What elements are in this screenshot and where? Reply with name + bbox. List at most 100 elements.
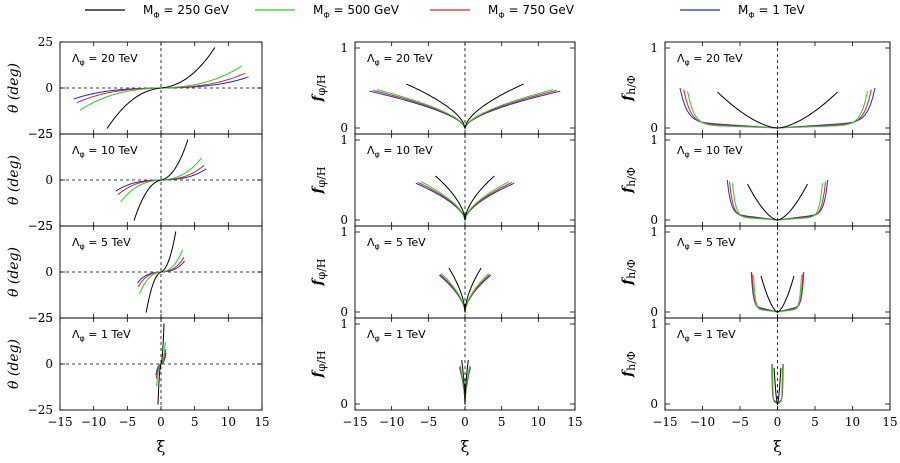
panel: 1 0 Λφ = 5 TeV <box>650 225 891 319</box>
x-axis-label: ξ <box>461 437 470 456</box>
y-tick-label: −25 <box>28 311 53 325</box>
panel: 1 0 Λφ = 20 TeV <box>340 41 576 135</box>
panel: 1 0 Λφ = 5 TeV <box>340 225 576 319</box>
x-tick-label: −5 <box>419 415 437 429</box>
y-tick-label: 1 <box>340 225 348 239</box>
y-axis-label: fφ/H <box>310 350 328 378</box>
series-line <box>760 275 795 313</box>
series-line <box>406 83 524 130</box>
series-line <box>747 183 808 221</box>
x-axis-label: ξ <box>157 437 166 456</box>
y-tick-label: −25 <box>28 219 53 233</box>
y-tick-label: 0 <box>650 121 658 135</box>
y-axis-label: θ (deg) <box>6 63 22 113</box>
y-tick-label: 25 <box>38 35 53 49</box>
y-axis-label: fh/Φ <box>620 259 638 286</box>
series-line <box>461 359 469 405</box>
x-tick-label: −15 <box>342 415 367 429</box>
x-tick-label: −15 <box>47 415 72 429</box>
y-tick-label: 25 <box>38 311 53 325</box>
y-axis-label: fφ/H <box>310 258 328 286</box>
column-theta: θ (deg) θ (deg) θ (deg) θ (deg) 25 0 −25 Λφ = 2… <box>6 35 270 456</box>
series-line <box>145 231 177 313</box>
series-line <box>133 139 189 221</box>
y-tick-label: 25 <box>38 219 53 233</box>
y-tick-label: 0 <box>650 397 658 411</box>
x-tick-label: 5 <box>811 415 819 429</box>
y-tick-label: 0 <box>340 213 348 227</box>
x-tick-label: 10 <box>845 415 860 429</box>
panel: 25 0 −25 Λφ = 20 TeV <box>28 35 263 141</box>
x-tick-label: 15 <box>254 415 269 429</box>
panel: 25 0 −25 Λφ = 10 TeV <box>28 127 263 233</box>
x-tick-label: 5 <box>498 415 506 429</box>
y-tick-label: 25 <box>38 127 53 141</box>
panel: 1 0 Λφ = 1 TeV <box>650 317 891 411</box>
legend-entry: MΦ = 250 GeV <box>85 3 230 20</box>
series-line <box>435 175 495 221</box>
x-tick-label: 0 <box>774 415 782 429</box>
lambda-label: Λφ = 10 TeV <box>72 144 138 159</box>
panel: 25 0 −25 Λφ = 5 TeV <box>28 219 263 325</box>
x-tick-label: 10 <box>531 415 546 429</box>
y-tick-label: 0 <box>650 213 658 227</box>
y-tick-label: 1 <box>340 133 348 147</box>
x-tick-label: 5 <box>191 415 199 429</box>
lambda-label: Λφ = 5 TeV <box>677 236 736 251</box>
y-tick-label: 0 <box>45 357 53 371</box>
lambda-label: Λφ = 20 TeV <box>367 52 433 67</box>
y-tick-label: 1 <box>650 225 658 239</box>
legend-entry: MΦ = 750 GeV <box>430 3 575 20</box>
y-tick-label: 1 <box>340 317 348 331</box>
lambda-label: Λφ = 10 TeV <box>367 144 433 159</box>
y-tick-label: 0 <box>650 305 658 319</box>
y-tick-label: 1 <box>340 41 348 55</box>
y-tick-label: 0 <box>340 121 348 135</box>
y-tick-label: 0 <box>45 81 53 95</box>
y-axis-label: θ (deg) <box>6 155 22 205</box>
legend-label: MΦ = 250 GeV <box>143 3 230 20</box>
panel: 1 0 Λφ = 10 TeV <box>650 133 891 227</box>
y-tick-label: 1 <box>650 41 658 55</box>
x-tick-label: 10 <box>221 415 236 429</box>
x-tick-label: −10 <box>690 415 715 429</box>
series-line <box>157 323 165 405</box>
legend-entry: MΦ = 500 GeV <box>255 3 400 20</box>
lambda-label: Λφ = 10 TeV <box>677 144 743 159</box>
x-tick-label: −5 <box>731 415 749 429</box>
series-line <box>106 47 216 129</box>
x-tick-label: 15 <box>882 415 897 429</box>
y-tick-label: −25 <box>28 127 53 141</box>
y-tick-label: 1 <box>650 133 658 147</box>
lambda-label: Λφ = 5 TeV <box>72 236 131 251</box>
legend-label: MΦ = 1 TeV <box>738 3 805 20</box>
y-tick-label: 0 <box>45 265 53 279</box>
x-tick-label: −15 <box>652 415 677 429</box>
x-tick-label: −10 <box>81 415 106 429</box>
series-line <box>717 91 838 129</box>
y-axis-label: θ (deg) <box>6 339 22 389</box>
x-tick-label: −10 <box>379 415 404 429</box>
y-axis-label: fφ/H <box>310 74 328 102</box>
series-line <box>773 367 782 405</box>
x-tick-label: 0 <box>461 415 469 429</box>
y-tick-label: 0 <box>340 397 348 411</box>
lambda-label: Λφ = 5 TeV <box>367 236 426 251</box>
panel: 1 0 Λφ = 1 TeV <box>340 317 576 411</box>
lambda-label: Λφ = 1 TeV <box>677 328 736 343</box>
legend-label: MΦ = 750 GeV <box>488 3 575 20</box>
lambda-label: Λφ = 20 TeV <box>677 52 743 67</box>
lambda-label: Λφ = 1 TeV <box>72 328 131 343</box>
y-axis-label: fh/Φ <box>620 167 638 194</box>
panel: 25 0 −25 Λφ = 1 TeV <box>28 311 263 417</box>
x-tick-label: 15 <box>567 415 582 429</box>
y-tick-label: 0 <box>340 305 348 319</box>
y-axis-label: fh/Φ <box>620 351 638 378</box>
lambda-label: Λφ = 20 TeV <box>72 52 138 67</box>
legend-entry: MΦ = 1 TeV <box>680 3 805 20</box>
panel: 1 0 Λφ = 20 TeV <box>650 41 891 135</box>
y-tick-label: 1 <box>650 317 658 331</box>
